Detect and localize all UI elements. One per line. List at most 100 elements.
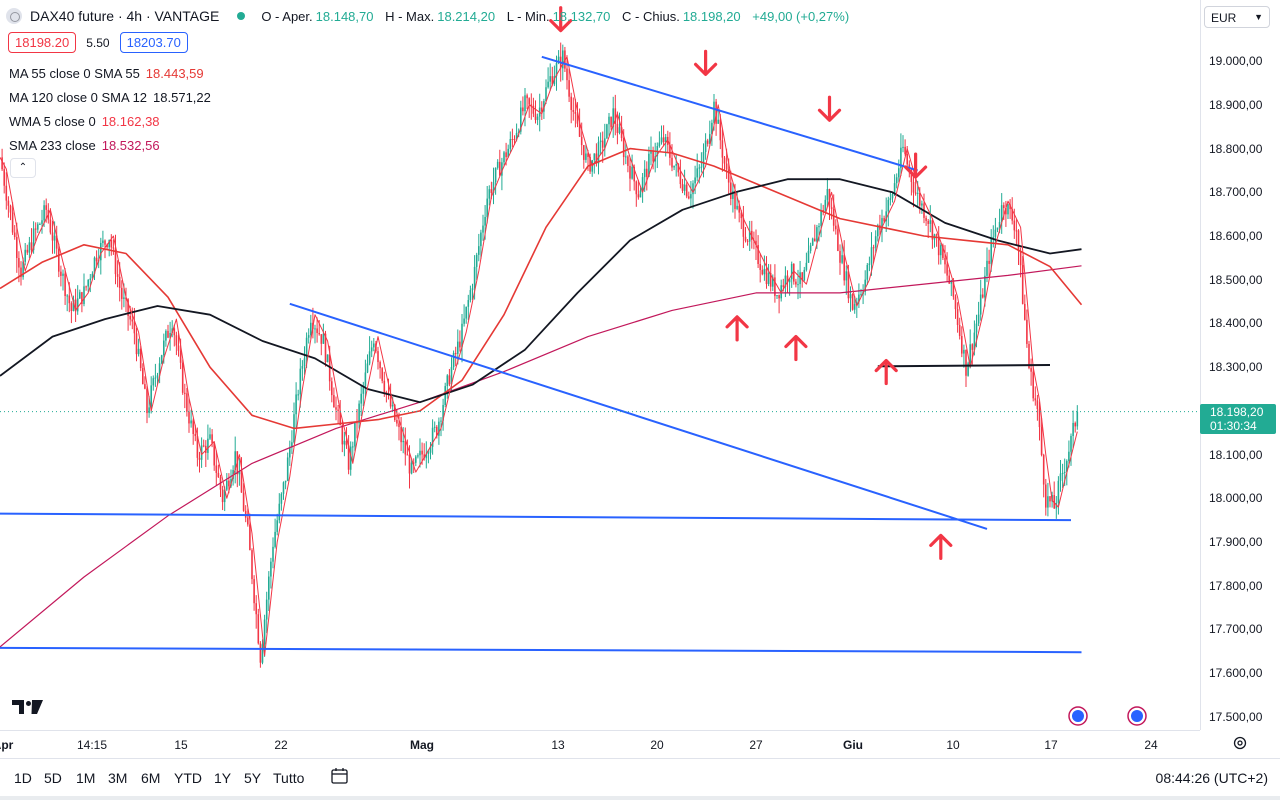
range-button-1d[interactable]: 1D (14, 770, 32, 786)
candle (517, 131, 520, 134)
candle (13, 232, 16, 238)
candle (181, 362, 184, 393)
candle (70, 303, 73, 311)
range-button-5y[interactable]: 5Y (244, 770, 262, 786)
tradingview-logo-icon[interactable] (12, 698, 44, 716)
candle (912, 182, 915, 193)
candle (774, 277, 776, 297)
candle (1059, 473, 1062, 481)
candle (532, 105, 535, 114)
candle (870, 247, 873, 264)
arrow-up-icon (725, 315, 749, 329)
candle (721, 140, 724, 158)
candle (545, 87, 547, 102)
price-tick-label: 17.700,00 (1209, 622, 1263, 637)
candle (110, 239, 113, 248)
chevron-down-icon: ▼ (1254, 12, 1263, 22)
legend-ma120[interactable]: MA 120 close 0 SMA 12 18.571,22 (9, 90, 211, 105)
candle (259, 643, 262, 663)
price-tick-label: 18.800,00 (1209, 141, 1263, 156)
time-tick-label: 24 (1144, 738, 1158, 752)
buy-button[interactable]: 18203.70 (119, 32, 188, 53)
candle (242, 492, 245, 511)
candle (410, 462, 413, 474)
price-axis[interactable]: 19.100,0019.000,0018.900,0018.800,0018.7… (1200, 0, 1280, 730)
range-button-1m[interactable]: 1M (76, 770, 96, 786)
candle (585, 153, 587, 160)
candle (202, 445, 205, 447)
range-button-5d[interactable]: 5D (44, 770, 62, 786)
candle (37, 224, 39, 230)
range-button-ytd[interactable]: YTD (174, 770, 202, 786)
candle (1005, 208, 1007, 215)
sell-button[interactable]: 18198.20 (8, 32, 77, 53)
time-tick-label: 10 (946, 738, 960, 752)
price-tick-label: 18.300,00 (1209, 360, 1263, 375)
candle (457, 341, 459, 354)
symbol-title[interactable]: DAX40 future · 4h · VANTAGE (30, 8, 220, 24)
price-tick-label: 18.600,00 (1209, 229, 1263, 244)
clock[interactable]: 08:44:26 (UTC+2) (1155, 770, 1268, 786)
range-button-3m[interactable]: 3M (108, 770, 128, 786)
candle (553, 76, 556, 85)
candle (475, 254, 478, 267)
price-chart[interactable] (0, 0, 1200, 730)
legend-sma233[interactable]: SMA 233 close 18.532,56 (9, 138, 160, 153)
settings-gear-icon[interactable] (1232, 735, 1248, 751)
candle (622, 138, 625, 158)
candle (950, 280, 953, 284)
legend-wma5[interactable]: WMA 5 close 0 18.162,38 (9, 114, 160, 129)
candle (423, 454, 425, 459)
economic-event-icon[interactable] (1127, 706, 1147, 726)
candle (677, 164, 680, 173)
candle (215, 465, 218, 473)
candle (478, 246, 480, 255)
date-range-calendar-icon[interactable] (330, 767, 350, 785)
range-button-tutto[interactable]: Tutto (273, 770, 305, 786)
candle (979, 294, 982, 315)
candle (614, 108, 617, 124)
candle (299, 368, 302, 395)
candle (408, 454, 411, 474)
candle (1066, 460, 1068, 472)
collapse-legend-button[interactable]: ⌃ (10, 158, 36, 178)
chart-area[interactable] (0, 0, 1200, 730)
candle (902, 146, 904, 148)
candle (940, 245, 942, 256)
candle (135, 333, 138, 355)
candle (1076, 411, 1079, 427)
candle (681, 184, 684, 191)
range-button-1y[interactable]: 1Y (214, 770, 232, 786)
candle (1055, 502, 1058, 509)
candle (557, 56, 560, 64)
candle (247, 517, 249, 525)
candle (370, 347, 373, 352)
candle (889, 198, 892, 200)
candle (988, 260, 990, 264)
currency-select[interactable]: EUR ▼ (1204, 6, 1270, 28)
candle (526, 95, 528, 99)
candle (366, 363, 369, 373)
candle (746, 240, 749, 242)
candle (790, 263, 793, 280)
candle (727, 169, 730, 183)
economic-event-icon[interactable] (1068, 706, 1088, 726)
range-button-6m[interactable]: 6M (141, 770, 161, 786)
candle (601, 140, 604, 148)
candle (652, 150, 654, 162)
time-axis[interactable]: Apr 14:15 15 22 Mag 13 20 27 Giu 10 17 24 (0, 730, 1200, 758)
legend-ma55[interactable]: MA 55 close 0 SMA 55 18.443,59 (9, 66, 204, 81)
candle (692, 183, 694, 195)
candle (427, 452, 430, 454)
candle (467, 300, 470, 307)
candle (536, 116, 539, 121)
candle (463, 318, 465, 324)
ma120-line (0, 178, 1082, 404)
candle (352, 446, 354, 448)
candle (881, 218, 883, 230)
candle (55, 235, 58, 249)
candle (927, 220, 929, 224)
candle (610, 116, 612, 128)
candle (631, 166, 633, 179)
candle (53, 235, 56, 241)
